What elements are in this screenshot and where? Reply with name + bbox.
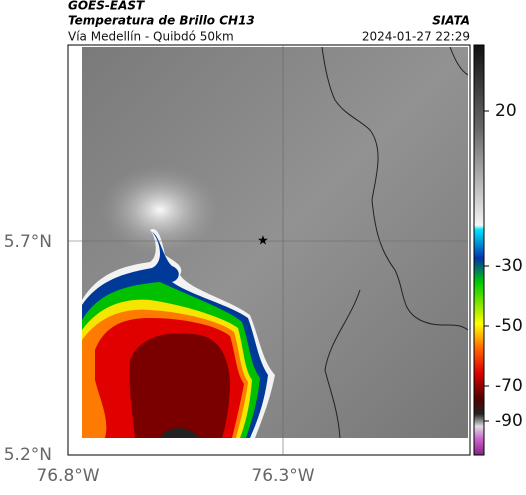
colorbar: 20 -30 -50 -70 -90 [473,44,523,456]
source-label: SIATA [432,14,470,28]
lat-tick-label: 5.2°N [4,445,52,465]
lat-tick-label: 5.7°N [4,232,52,252]
colorbar-label: -50 [495,316,523,336]
cloud-core [160,428,200,438]
colorbar-label: 20 [495,101,517,121]
map-area: ★ [67,44,471,456]
lon-tick-label: 76.8°W [36,466,99,486]
lon-tick-label: 76.3°W [251,466,314,486]
border-line [321,46,469,331]
border-line [449,46,469,76]
warm-cloud [100,165,220,255]
map-title: Temperatura de Brillo CH13 [68,14,255,28]
location-marker: ★ [257,234,269,249]
timestamp: 2024-01-27 22:29 [362,30,470,44]
border-line [324,289,361,439]
cloud-dark-red [129,333,230,438]
colorbar-label: -70 [495,376,523,396]
colorbar-label: -90 [495,411,523,431]
colorbar-scale [473,44,485,456]
product-label: GOES-EAST [68,0,145,13]
colorbar-label: -30 [495,256,523,276]
route-label: Vía Medellín - Quibdó 50km [68,30,234,44]
